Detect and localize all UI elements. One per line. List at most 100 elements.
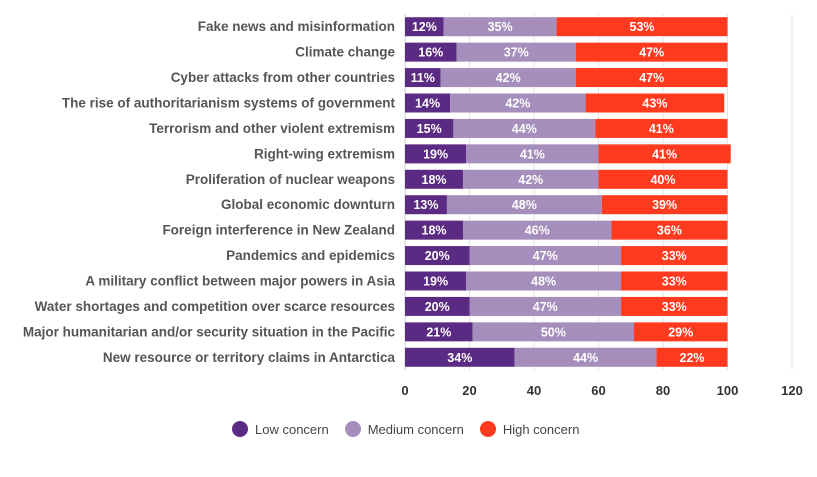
legend: Low concern Medium concern High concern	[232, 421, 595, 437]
category-label: Proliferation of nuclear weapons	[186, 172, 395, 187]
data-label-low: 20%	[425, 249, 450, 263]
data-label-medium: 46%	[525, 224, 550, 238]
data-label-low: 14%	[415, 97, 440, 111]
bar-segment-low	[405, 17, 444, 37]
category-label: Fake news and misinformation	[198, 19, 395, 34]
data-label-low: 16%	[418, 46, 443, 60]
legend-label-low: Low concern	[255, 421, 329, 437]
data-label-high: 36%	[657, 224, 682, 238]
x-tick-label: 100	[717, 383, 739, 398]
data-label-high: 40%	[650, 173, 675, 187]
data-label-medium: 44%	[512, 122, 537, 136]
bar-segment-medium	[453, 118, 596, 138]
x-tick-label: 60	[591, 383, 605, 398]
bar-segment-high	[621, 296, 728, 316]
x-tick-label: 80	[656, 383, 670, 398]
bar-segment-medium	[446, 195, 602, 215]
category-label: Water shortages and competition over sca…	[35, 299, 395, 314]
bar-segment-medium	[440, 68, 576, 88]
data-label-high: 47%	[639, 71, 664, 85]
data-label-high: 22%	[680, 351, 705, 365]
legend-label-high: High concern	[502, 421, 580, 437]
bar-segment-high	[575, 68, 728, 88]
bar-segment-low	[405, 195, 447, 215]
legend-dot-medium	[344, 421, 361, 437]
bars: 12% 35% 53% 16% 37% 47% 11% 42% 47% 14% 42% 43% 15% 4…	[405, 17, 731, 367]
legend-item-high[interactable]: High concern	[479, 421, 580, 437]
data-label-high: 47%	[639, 46, 664, 60]
data-label-medium: 35%	[488, 20, 513, 34]
data-label-high: 33%	[662, 300, 687, 314]
data-label-medium: 44%	[573, 351, 598, 365]
category-label: The rise of authoritarianism systems of …	[62, 96, 396, 111]
data-label-low: 20%	[425, 300, 450, 314]
category-label: Right-wing extremism	[254, 146, 395, 161]
bar-segment-medium	[514, 347, 657, 367]
data-label-high: 33%	[662, 275, 687, 289]
category-label: Pandemics and epidemics	[226, 248, 395, 263]
bar-segment-high	[595, 118, 728, 138]
bar-segment-low	[405, 118, 454, 138]
legend-label-medium: Medium concern	[367, 421, 464, 437]
data-label-high: 41%	[652, 147, 677, 161]
data-label-medium: 42%	[505, 97, 530, 111]
data-label-low: 15%	[417, 122, 442, 136]
data-label-medium: 42%	[496, 71, 521, 85]
bar-segment-high	[556, 17, 728, 37]
bar-segment-low	[405, 271, 467, 291]
bar-segment-low	[405, 220, 464, 240]
x-tick-label: 120	[781, 383, 803, 398]
x-tick-label: 0	[401, 383, 408, 398]
category-labels: Fake news and misinformation Climate chan…	[23, 19, 396, 365]
category-label: New resource or territory claims in Anta…	[103, 350, 396, 365]
bar-segment-medium	[466, 271, 622, 291]
bar-segment-high	[575, 42, 728, 62]
bar-segment-medium	[469, 296, 622, 316]
bar-segment-high	[621, 271, 728, 291]
bar-segment-high	[656, 347, 728, 367]
bar-segment-high	[598, 144, 731, 164]
data-label-high: 33%	[662, 249, 687, 263]
bar-segment-low	[405, 296, 470, 316]
bar-segment-high	[598, 169, 728, 189]
bar-segment-high	[611, 220, 728, 240]
data-label-low: 34%	[447, 351, 472, 365]
bar-segment-medium	[450, 93, 586, 113]
category-label: Terrorism and other violent extremism	[149, 121, 395, 136]
bar-segment-low	[405, 169, 464, 189]
category-label: Major humanitarian and/or security situa…	[23, 324, 396, 339]
category-label: Climate change	[295, 45, 395, 60]
bar-segment-high	[633, 322, 728, 342]
bar-segment-low	[405, 322, 473, 342]
bar-segment-low	[405, 42, 457, 62]
data-label-low: 12%	[412, 20, 437, 34]
bar-segment-low	[405, 93, 451, 113]
legend-item-medium[interactable]: Medium concern	[344, 421, 464, 437]
category-label: A military conflict between major powers…	[85, 274, 395, 289]
data-label-high: 43%	[642, 97, 667, 111]
data-label-low: 19%	[423, 147, 448, 161]
data-label-low: 18%	[422, 173, 447, 187]
x-tick-label: 20	[462, 383, 476, 398]
legend-dot-low	[232, 421, 248, 437]
x-axis-ticks: 0 20 40 60 80 100 120	[401, 383, 802, 398]
category-label: Global economic downturn	[221, 197, 395, 212]
data-label-medium: 48%	[512, 198, 537, 212]
data-label-medium: 37%	[504, 46, 529, 60]
data-label-low: 18%	[422, 224, 447, 238]
bar-segment-medium	[469, 246, 622, 266]
grid-lines	[404, 14, 793, 370]
data-label-medium: 47%	[533, 300, 558, 314]
bar-segment-high	[601, 195, 728, 215]
bar-segment-low	[405, 246, 470, 266]
bar-segment-low	[405, 144, 467, 164]
bar-segment-medium	[466, 144, 599, 164]
data-label-medium: 50%	[541, 325, 566, 339]
data-label-low: 21%	[426, 325, 451, 339]
bar-segment-low	[405, 68, 441, 88]
data-label-low: 19%	[423, 275, 448, 289]
data-label-low: 11%	[411, 71, 435, 85]
bar-segment-high	[621, 246, 728, 266]
data-label-high: 29%	[668, 325, 693, 339]
legend-item-low[interactable]: Low concern	[232, 421, 329, 437]
